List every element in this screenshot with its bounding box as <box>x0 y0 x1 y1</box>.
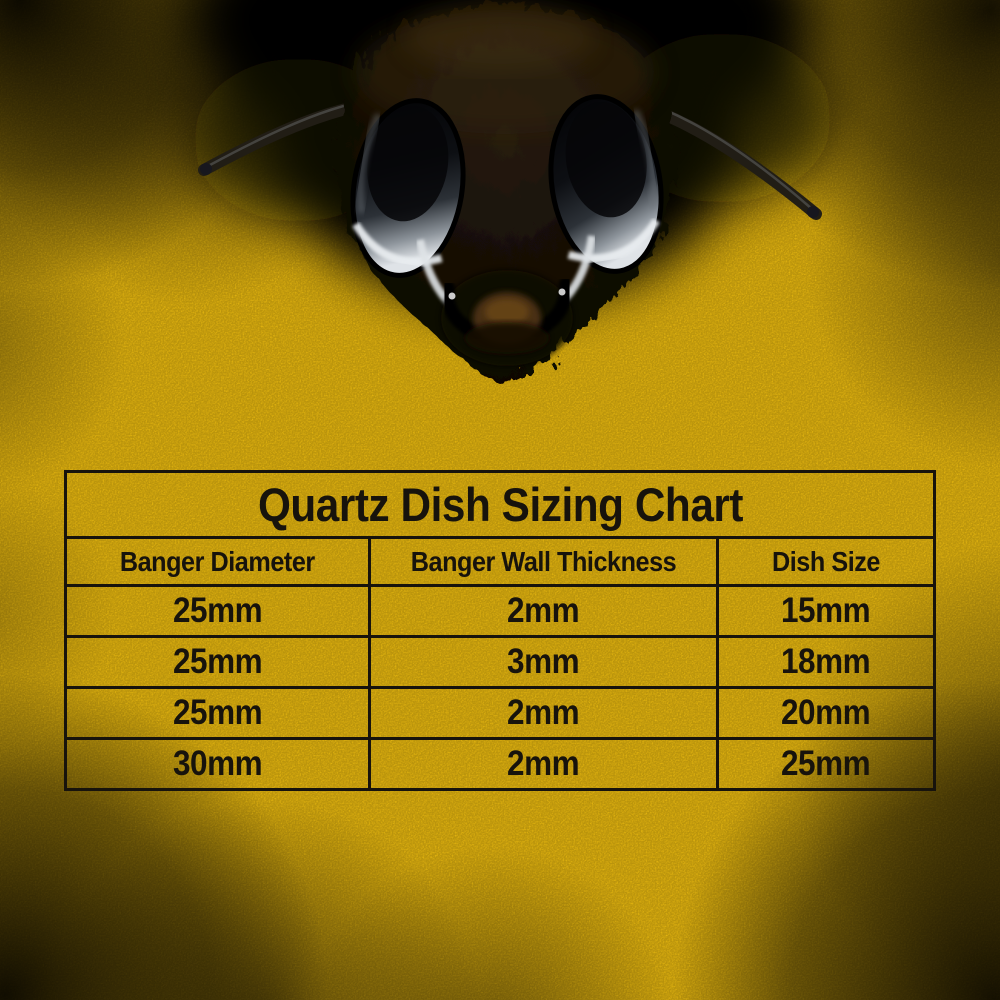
bee-fur-sheen <box>355 10 655 134</box>
table-row: 25mm 2mm 15mm <box>63 584 937 638</box>
cell-banger-diameter: 25mm <box>63 635 372 689</box>
cell-banger-diameter: 30mm <box>63 737 372 791</box>
cell-wall-thickness: 2mm <box>368 686 719 740</box>
bee-mouth <box>440 270 574 366</box>
chart-header-row: Banger Diameter Banger Wall Thickness Di… <box>63 536 937 587</box>
cell-wall-thickness: 3mm <box>368 635 719 689</box>
cell-dish-size: 18mm <box>715 635 937 689</box>
bee-cheek-highlight-right <box>559 235 596 305</box>
bee-shadow-halo <box>185 0 832 305</box>
table-row: 30mm 2mm 25mm <box>63 737 937 791</box>
chart-title: Quartz Dish Sizing Chart <box>64 470 936 539</box>
header-dish-size: Dish Size <box>715 536 937 587</box>
bee-antenna-left <box>198 93 434 176</box>
bee-head-macro-photo <box>185 0 832 384</box>
chart-title-text: Quartz Dish Sizing Chart <box>257 478 743 531</box>
bee-head <box>334 4 676 384</box>
bee-fur-sheen-top <box>405 4 595 72</box>
cell-wall-thickness: 2mm <box>368 584 719 638</box>
table-row: 25mm 3mm 18mm <box>63 635 937 689</box>
bee-eye-left <box>350 98 466 278</box>
quartz-dish-sizing-chart: Quartz Dish Sizing Chart Banger Diameter… <box>63 470 937 791</box>
cell-dish-size: 20mm <box>715 686 937 740</box>
table-row: 25mm 2mm 20mm <box>63 686 937 740</box>
bee-eye-right <box>548 94 664 274</box>
cell-banger-diameter: 25mm <box>63 686 372 740</box>
cell-dish-size: 15mm <box>715 584 937 638</box>
chart-title-row: Quartz Dish Sizing Chart <box>64 470 936 539</box>
bee-cheek-highlight-left <box>416 239 455 309</box>
cell-dish-size: 25mm <box>715 737 937 791</box>
header-banger-diameter: Banger Diameter <box>63 536 372 587</box>
cell-banger-diameter: 25mm <box>63 584 372 638</box>
bee-antenna-right <box>578 86 822 220</box>
header-banger-wall-thickness: Banger Wall Thickness <box>368 536 719 587</box>
cell-wall-thickness: 2mm <box>368 737 719 791</box>
